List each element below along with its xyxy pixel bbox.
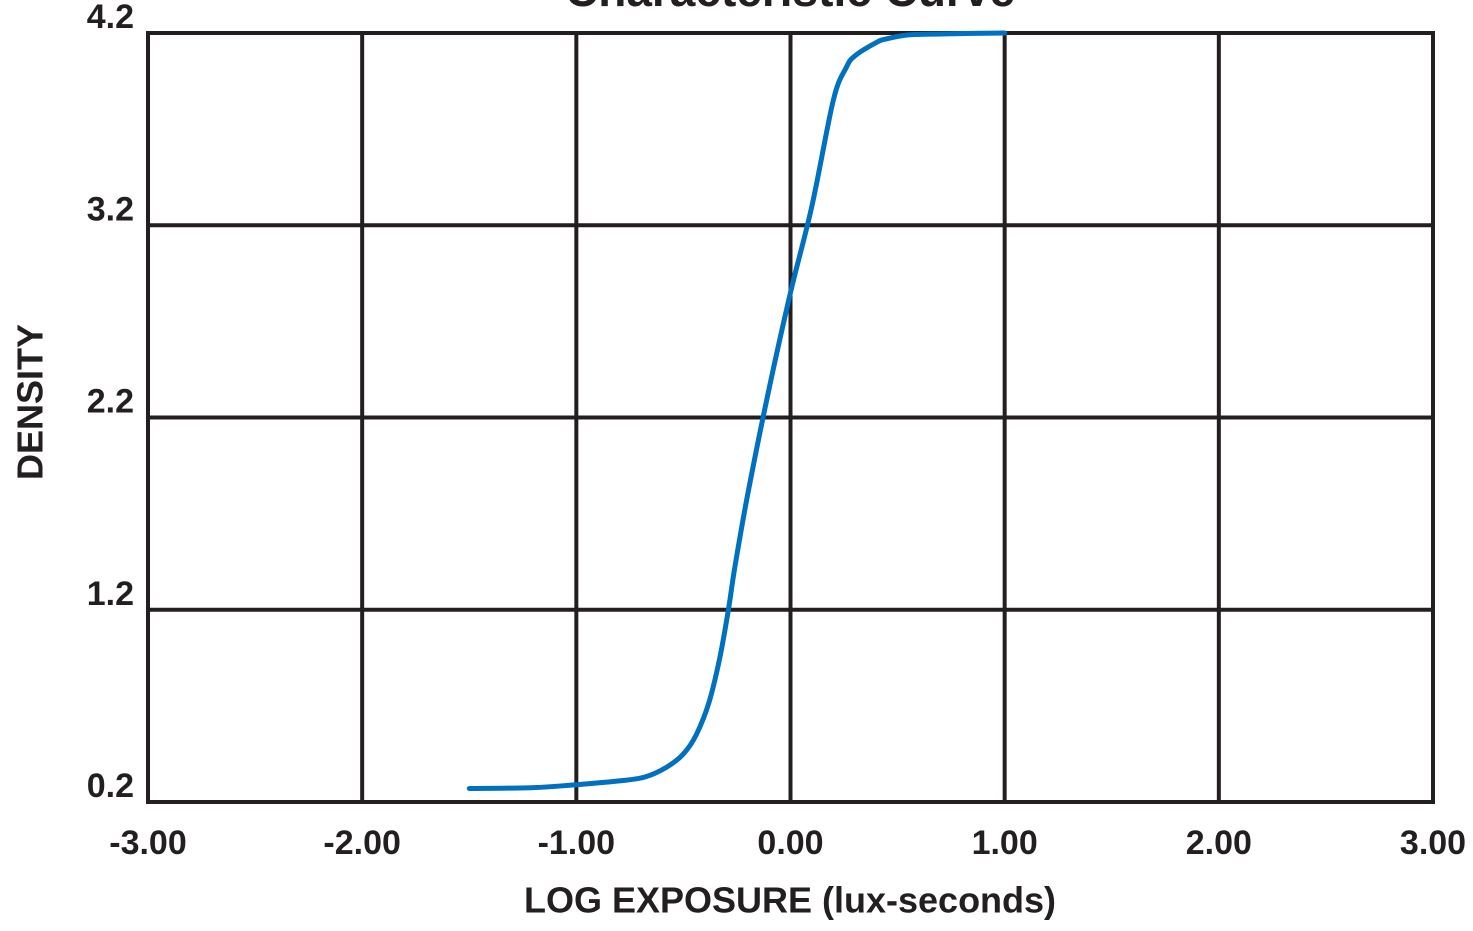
y-tick-label: 4.2 <box>87 0 134 36</box>
plot-area-frame <box>146 31 1435 804</box>
x-tick-label: 0.00 <box>757 824 823 862</box>
y-tick-label: 2.2 <box>87 383 134 421</box>
y-tick-label: 0.2 <box>87 767 134 805</box>
y-axis-label: DENSITY <box>10 324 51 480</box>
x-tick-label: 2.00 <box>1186 824 1252 862</box>
y-axis-ticks: 0.2 1.2 2.2 3.2 4.2 <box>87 0 134 805</box>
chart-title: Characteristic Curve <box>565 0 1015 16</box>
y-tick-label: 1.2 <box>87 575 134 613</box>
y-tick-label: 3.2 <box>87 190 134 228</box>
x-axis-label: LOG EXPOSURE (lux-seconds) <box>524 880 1056 921</box>
x-tick-label: -3.00 <box>109 824 187 862</box>
characteristic-curve-line <box>466 30 1008 791</box>
x-tick-label: 1.00 <box>972 824 1038 862</box>
x-tick-label: -2.00 <box>323 824 401 862</box>
x-tick-label: -1.00 <box>538 824 616 862</box>
x-tick-label: 3.00 <box>1400 824 1466 862</box>
gridlines <box>146 31 1435 804</box>
x-axis-ticks: -3.00 -2.00 -1.00 0.00 1.00 2.00 3.00 <box>109 824 1466 862</box>
series-layer <box>466 30 1008 791</box>
